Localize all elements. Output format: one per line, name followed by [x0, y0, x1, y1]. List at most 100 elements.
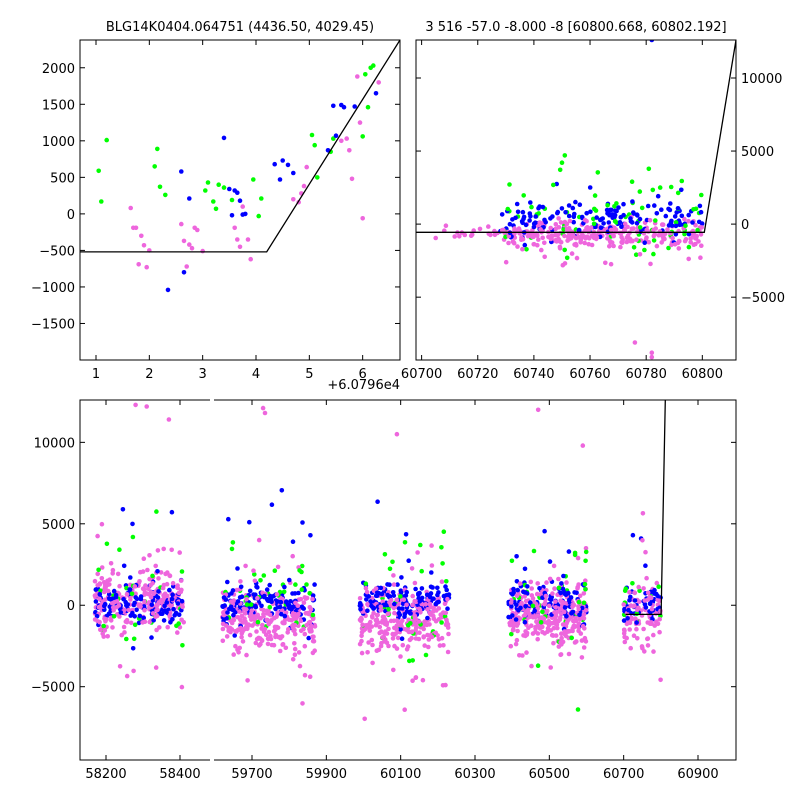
- pink-point: [641, 626, 646, 632]
- blue-point: [264, 587, 270, 592]
- pink-point: [573, 618, 579, 624]
- pink-point: [573, 624, 578, 629]
- pink-point: [532, 600, 537, 605]
- blue-point: [522, 566, 528, 572]
- pink-point: [220, 621, 226, 627]
- blue-point: [514, 201, 520, 207]
- pink-point: [570, 234, 575, 239]
- pink-point: [147, 619, 152, 625]
- x-tick-label: 3: [199, 367, 207, 382]
- pink-point: [566, 651, 572, 657]
- pink-point: [567, 218, 573, 224]
- pink-point: [529, 586, 534, 591]
- pink-point: [651, 632, 656, 638]
- green-point: [255, 619, 261, 625]
- pink-point: [427, 610, 433, 616]
- pink-point: [592, 234, 597, 239]
- pink-point: [486, 224, 491, 229]
- blue-point: [155, 569, 160, 574]
- green-point: [650, 187, 656, 193]
- pink-point: [523, 598, 529, 604]
- y-tick-label: −1000: [31, 281, 75, 296]
- pink-point: [394, 626, 399, 632]
- pink-point: [135, 602, 141, 607]
- pink-point: [359, 650, 365, 656]
- blue-point: [521, 589, 526, 595]
- green-point: [154, 509, 159, 514]
- pink-point: [265, 608, 270, 614]
- outlier-point: [562, 153, 568, 158]
- blue-point: [235, 190, 240, 195]
- green-point: [309, 132, 315, 138]
- pink-point: [553, 222, 559, 227]
- pink-point: [144, 264, 149, 270]
- blue-point: [561, 573, 566, 579]
- pink-point: [640, 511, 646, 516]
- blue-point: [616, 205, 621, 210]
- pink-point: [583, 639, 589, 644]
- green-point: [651, 251, 656, 257]
- pink-point: [547, 576, 553, 582]
- pink-point: [394, 646, 400, 651]
- pink-point: [146, 586, 151, 592]
- outlier-point: [394, 431, 400, 437]
- blue-point: [509, 604, 514, 609]
- pink-point: [621, 631, 627, 636]
- pink-point: [257, 643, 262, 648]
- green-point: [441, 529, 447, 534]
- green-point: [653, 218, 658, 223]
- pink-point: [660, 234, 666, 240]
- pink-point: [426, 644, 431, 650]
- pink-point: [554, 609, 560, 615]
- blue-point: [523, 604, 528, 609]
- green-point: [261, 573, 267, 578]
- pink-point: [117, 664, 123, 669]
- pink-point: [339, 138, 344, 144]
- green-point: [675, 190, 681, 196]
- pink-point: [105, 634, 110, 639]
- blue-point: [566, 549, 572, 554]
- pink-point: [142, 607, 147, 613]
- pink-point: [105, 582, 110, 588]
- pink-point: [292, 622, 298, 628]
- blue-point: [626, 607, 631, 613]
- pink-point: [545, 608, 550, 614]
- pink-point: [181, 238, 187, 244]
- pink-point: [534, 591, 540, 597]
- green-point: [683, 223, 688, 228]
- pink-point: [624, 635, 629, 641]
- green-point: [307, 590, 313, 596]
- blue-point: [229, 591, 234, 596]
- pink-point: [622, 639, 628, 645]
- pink-point: [153, 563, 158, 569]
- green-point: [363, 72, 368, 77]
- blue-point: [618, 214, 624, 220]
- y-tick-label: 1000: [42, 135, 75, 150]
- green-point: [299, 563, 305, 569]
- pink-point: [665, 227, 670, 232]
- blue-point: [158, 611, 164, 616]
- green-point: [360, 134, 366, 139]
- green-point: [633, 252, 639, 257]
- pink-point: [128, 597, 133, 602]
- pink-point: [95, 533, 100, 539]
- green-point: [551, 182, 556, 188]
- pink-point: [378, 604, 384, 610]
- pink-point: [147, 553, 152, 558]
- blue-point: [594, 215, 599, 220]
- pink-point: [439, 579, 445, 584]
- pink-point: [126, 607, 132, 613]
- blue-point: [170, 592, 175, 597]
- pink-point: [569, 251, 575, 256]
- blue-point: [547, 559, 553, 564]
- pink-point: [164, 581, 170, 587]
- pink-point: [581, 645, 587, 650]
- green-point: [442, 614, 448, 619]
- pink-point: [676, 246, 682, 251]
- green-point: [174, 623, 179, 629]
- pink-point: [553, 599, 558, 604]
- top-right-points: [433, 40, 705, 360]
- green-point: [387, 566, 393, 572]
- pink-point: [582, 240, 587, 246]
- blue-point: [130, 646, 136, 651]
